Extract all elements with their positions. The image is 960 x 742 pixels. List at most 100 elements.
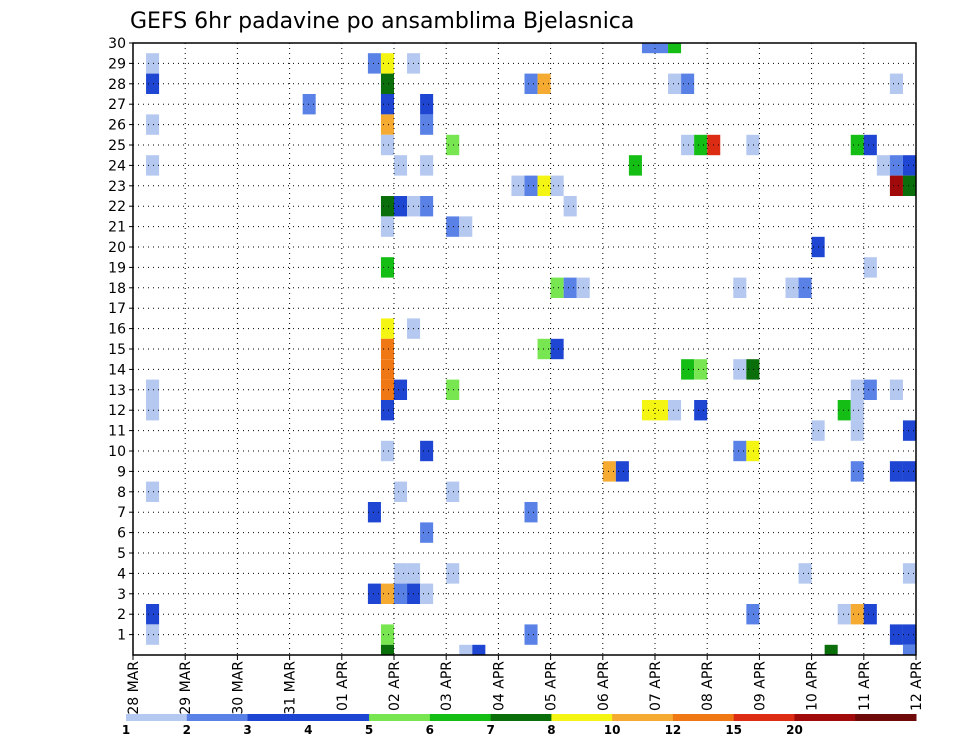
x-tick-label: 09 APR — [752, 661, 768, 711]
y-tick-label: 30 — [108, 36, 126, 52]
heatmap-cell — [146, 114, 160, 135]
heatmap-cell — [746, 359, 760, 380]
heatmap-cell — [785, 277, 799, 298]
heatmap-cell — [420, 94, 434, 115]
heatmap-cell — [655, 43, 669, 54]
heatmap-cell — [394, 196, 408, 217]
y-tick-label: 14 — [108, 362, 126, 378]
colorbar-label: 5 — [365, 723, 373, 737]
heatmap-cell — [394, 563, 408, 584]
heatmap-cell — [446, 563, 460, 584]
heatmap-cell — [380, 583, 394, 604]
colorbar-swatch — [429, 714, 492, 721]
heatmap-cell — [863, 379, 877, 400]
heatmap-cell — [824, 644, 838, 655]
y-tick-label: 28 — [108, 77, 126, 93]
colorbar-swatch — [308, 714, 370, 721]
heatmap-cell — [420, 522, 434, 543]
y-tick-label: 19 — [108, 260, 126, 276]
heatmap-cell — [380, 257, 394, 278]
heatmap-cell — [146, 379, 160, 400]
heatmap-cell — [902, 461, 916, 482]
heatmap-cell — [902, 155, 916, 176]
heatmap-cell — [746, 604, 760, 625]
heatmap-cell — [628, 155, 642, 176]
heatmap-cell — [446, 216, 460, 237]
heatmap-cell — [367, 502, 381, 523]
heatmap-cell — [733, 440, 747, 462]
heatmap-cell — [146, 624, 160, 645]
heatmap-cell — [694, 134, 708, 156]
y-tick-label: 6 — [117, 526, 126, 542]
heatmap-cell — [681, 134, 695, 156]
heatmap-cell — [746, 440, 760, 462]
heatmap-cell — [446, 379, 460, 400]
heatmap-cell — [380, 53, 394, 74]
heatmap-cell — [902, 563, 916, 584]
heatmap-cell — [615, 461, 629, 482]
heatmap-cell — [798, 277, 812, 298]
heatmap-cell — [655, 400, 669, 421]
heatmap-cell — [459, 216, 473, 237]
heatmap-cell — [524, 73, 538, 94]
y-tick-label: 7 — [117, 505, 126, 521]
heatmap-cell — [837, 400, 851, 421]
heatmap-cell — [863, 604, 877, 625]
colorbar-label: 7 — [486, 723, 494, 737]
colorbar-label: 6 — [426, 723, 434, 737]
y-tick-label: 10 — [108, 444, 126, 460]
heatmap-cell — [863, 257, 877, 278]
heatmap-cell — [380, 216, 394, 237]
heatmap-cell — [733, 277, 747, 298]
heatmap-cell — [889, 73, 903, 94]
colorbar: 1 2 3 4 5 6 7 8 10 12 15 20 — [122, 714, 917, 737]
x-tick-label: 11 APR — [857, 661, 873, 711]
heatmap-cell — [302, 94, 316, 115]
y-tick-label: 1 — [117, 628, 126, 644]
heatmap-cell — [420, 114, 434, 135]
heatmap-cell — [146, 481, 160, 502]
y-tick-label: 2 — [117, 607, 126, 623]
colorbar-label: 1 — [122, 723, 130, 737]
heatmap-cell — [472, 644, 486, 655]
x-tick-label: 10 APR — [805, 661, 821, 711]
heatmap-cell — [380, 379, 394, 400]
heatmap-cell — [380, 440, 394, 462]
colorbar-label: 8 — [547, 723, 555, 737]
heatmap-cell — [550, 338, 564, 360]
y-tick-label: 3 — [117, 587, 126, 603]
heatmap-cell — [380, 196, 394, 217]
y-tick-label: 24 — [108, 158, 126, 174]
y-tick-label: 29 — [108, 56, 126, 72]
x-tick-label: 03 APR — [439, 661, 455, 711]
heatmap-cell — [537, 175, 551, 196]
y-tick-label: 20 — [108, 240, 126, 256]
heatmap-cell — [681, 73, 695, 94]
heatmap-cell — [146, 604, 160, 625]
colorbar-swatch — [126, 714, 188, 721]
y-tick-label: 18 — [108, 281, 126, 297]
y-tick-label: 25 — [108, 138, 126, 154]
heatmap-cell — [524, 175, 538, 196]
colorbar-swatch — [612, 714, 674, 721]
x-axis: 28 MAR 29 MAR 30 MAR 31 MAR 01 APR 02 APR 03 A… — [126, 655, 925, 715]
heatmap-cell — [798, 563, 812, 584]
heatmap-cell — [537, 338, 551, 360]
x-tick-label: 05 APR — [544, 661, 560, 711]
y-tick-label: 13 — [108, 383, 126, 399]
heatmap-cell — [889, 175, 903, 196]
heatmap-cell — [850, 461, 864, 482]
heatmap-cell — [394, 583, 408, 604]
y-tick-label: 23 — [108, 179, 126, 195]
heatmap-cell — [420, 155, 434, 176]
colorbar-swatch — [369, 714, 431, 721]
colorbar-label: 15 — [725, 723, 742, 737]
heatmap-cell — [380, 338, 394, 360]
heatmap-cell — [394, 379, 408, 400]
heatmap-cell — [380, 644, 394, 655]
heatmap-cell — [146, 53, 160, 74]
colorbar-label: 20 — [786, 723, 803, 737]
heatmap-cell — [380, 318, 394, 339]
heatmap-cell — [694, 400, 708, 421]
heatmap-cell — [459, 644, 473, 655]
